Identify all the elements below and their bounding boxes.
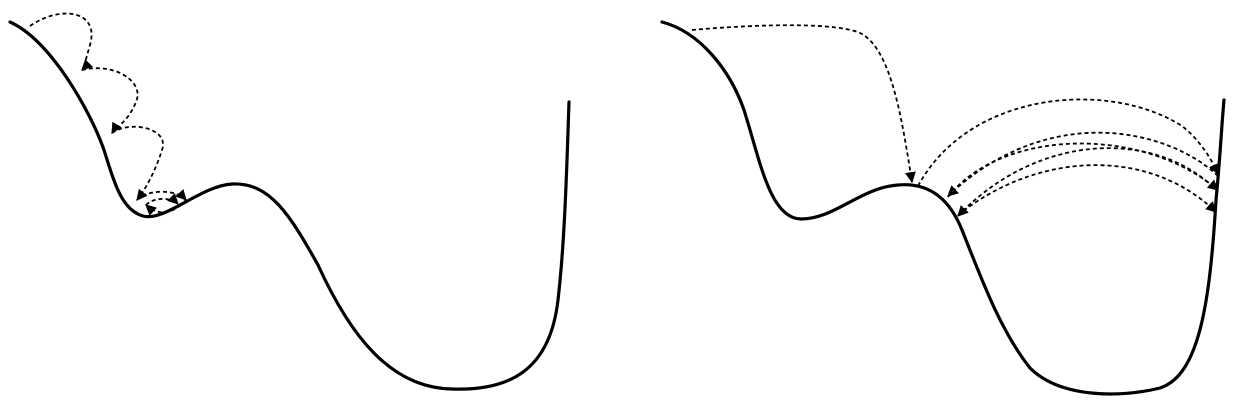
right-hops [691,24,1220,217]
right-panel [660,20,1226,396]
right-hop-2 [917,98,1220,187]
left-hop-6 [145,193,179,206]
right-hop-1 [691,24,916,184]
left-loss-curve [8,20,571,391]
left-hop-3 [111,125,164,201]
left-panel [8,12,571,391]
left-hop-5 [145,199,187,216]
left-hop-4 [136,188,187,201]
left-hop-2 [81,67,139,134]
right-loss-curve [660,20,1226,396]
left-hop-1 [29,12,93,71]
right-hop-6 [957,164,1217,216]
left-hops [29,12,187,216]
right-hop-5 [957,147,1219,217]
right-hop-4 [947,142,1219,198]
